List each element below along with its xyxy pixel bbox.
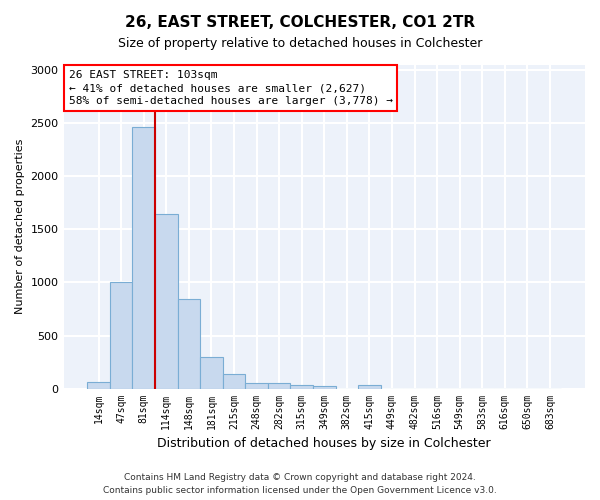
Bar — [110, 282, 133, 389]
Bar — [133, 126, 155, 388]
Text: 26, EAST STREET, COLCHESTER, CO1 2TR: 26, EAST STREET, COLCHESTER, CO1 2TR — [125, 15, 475, 30]
Bar — [178, 300, 200, 388]
Bar — [155, 214, 178, 388]
Bar — [87, 382, 110, 388]
Bar — [223, 374, 245, 388]
Text: 26 EAST STREET: 103sqm
← 41% of detached houses are smaller (2,627)
58% of semi-: 26 EAST STREET: 103sqm ← 41% of detached… — [69, 70, 393, 106]
X-axis label: Distribution of detached houses by size in Colchester: Distribution of detached houses by size … — [157, 437, 491, 450]
Y-axis label: Number of detached properties: Number of detached properties — [15, 139, 25, 314]
Bar — [200, 356, 223, 388]
Text: Size of property relative to detached houses in Colchester: Size of property relative to detached ho… — [118, 38, 482, 51]
Bar — [358, 386, 381, 388]
Bar — [313, 386, 335, 388]
Bar — [268, 382, 290, 388]
Text: Contains HM Land Registry data © Crown copyright and database right 2024.
Contai: Contains HM Land Registry data © Crown c… — [103, 474, 497, 495]
Bar — [290, 385, 313, 388]
Bar — [245, 382, 268, 388]
